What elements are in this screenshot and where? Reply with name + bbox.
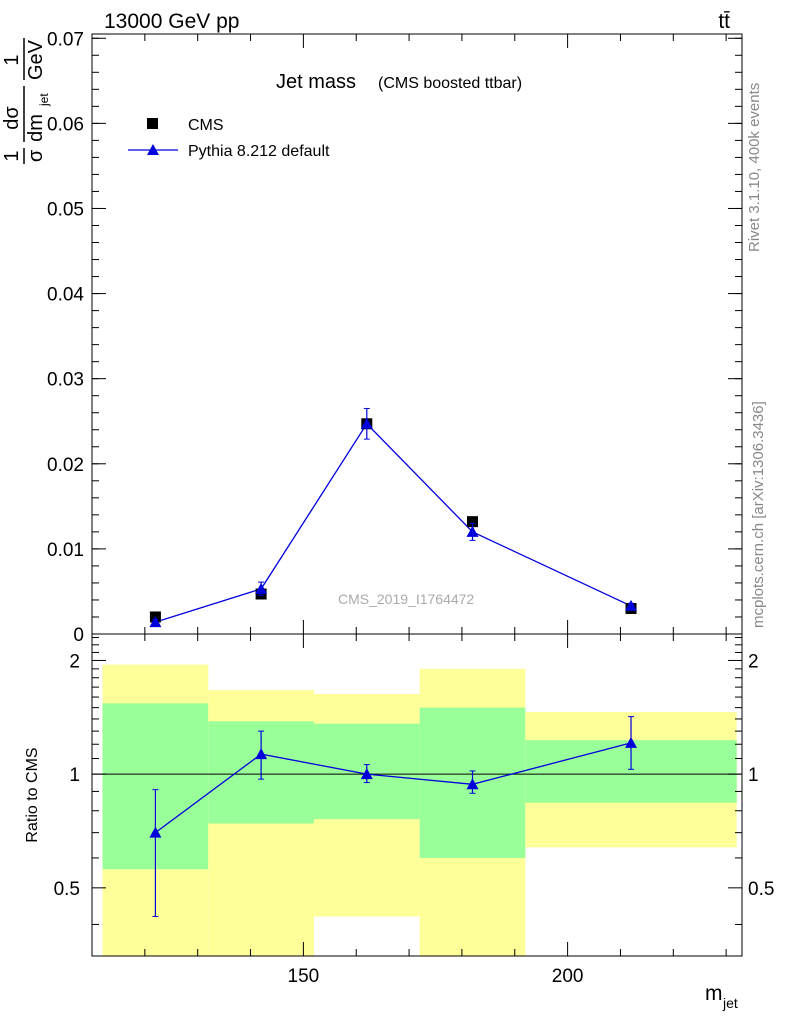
ylabel-dsigma: dσ	[1, 106, 23, 130]
pythia-marker	[255, 582, 268, 594]
main-ytick-label: 0.05	[47, 199, 84, 220]
ratio-pythia-marker	[466, 778, 479, 790]
pythia-marker	[149, 616, 162, 628]
ratio-pythia-marker	[255, 748, 268, 760]
analysis-watermark: CMS_2019_I1764472	[338, 591, 474, 607]
ratio-ytick-label: 0.5	[54, 879, 80, 900]
rivet-label: Rivet 3.1.10, 400k events	[746, 83, 763, 252]
main-ytick-label: 0.07	[47, 29, 84, 50]
site-label: mcplots.cern.ch [arXiv:1306.3436]	[750, 401, 767, 628]
chart-title: Jet mass	[276, 71, 356, 93]
energy-label: 13000 GeV pp	[104, 10, 239, 33]
ratio-frame	[91, 633, 743, 957]
pythia-marker	[360, 417, 373, 429]
ratio-plot-area	[92, 664, 742, 956]
ratio-pythia-marker	[149, 826, 162, 838]
ratio-ytick-label: 1	[69, 765, 80, 786]
main-ytick-label: 0.03	[47, 370, 84, 391]
main-ytick-label: 0.06	[47, 114, 84, 135]
main-x-axis	[91, 34, 727, 634]
main-ytick-label: 0.04	[47, 285, 84, 306]
ratio-pythia-marker	[360, 768, 373, 780]
legend-label-pythia: Pythia 8.212 default	[188, 143, 330, 160]
cms-marker	[466, 516, 478, 528]
ratio-y-label: Ratio to CMS	[24, 747, 41, 842]
ylabel-one: 1	[1, 150, 23, 161]
main-plot-area	[149, 407, 638, 628]
ratio-x-axis: 150 200	[91, 634, 727, 987]
legend-label-cms: CMS	[188, 117, 224, 134]
legend: CMS Pythia 8.212 default	[128, 117, 330, 160]
legend-marker-pythia	[147, 144, 159, 155]
ratio-ytick-label: 2	[69, 651, 80, 672]
ylabel-jet-sub: jet	[37, 93, 51, 107]
legend-marker-cms	[147, 118, 158, 129]
ratio-panel: 0.5 0.5 1 1 2 2 150 200 Ratio to CMS	[24, 633, 774, 987]
ratio-y-axis: 0.5 0.5 1 1 2 2	[54, 637, 774, 925]
ratio-ytick-label-right: 1	[748, 765, 759, 786]
xlabel-jet-sub: jet	[722, 995, 738, 1011]
x-axis-label: m jet	[705, 982, 738, 1011]
ylabel-sigma: σ	[25, 149, 47, 162]
main-ytick-label: 0	[73, 625, 84, 646]
ylabel-gev: GeV	[25, 39, 47, 80]
ylabel-dm: dm	[25, 114, 47, 142]
ratio-ytick-label-right: 0.5	[748, 879, 774, 900]
ratio-xtick-label: 150	[288, 966, 320, 987]
main-panel: 0 0.01 0.02 0.03 0.04 0.05 0.06 0.07 Jet mass (…	[1, 29, 743, 646]
pythia-marker	[466, 525, 479, 537]
y-axis-label: 1 σ dσ dm jet 1 GeV	[1, 38, 51, 164]
xlabel-m: m	[705, 982, 723, 1005]
ratio-ytick-label-right: 2	[748, 651, 759, 672]
ylabel-one-2: 1	[1, 54, 23, 65]
main-ytick-label: 0.02	[47, 455, 84, 476]
ratio-pythia-marker	[625, 736, 638, 748]
ratio-xtick-label: 200	[552, 966, 584, 987]
pythia-marker	[625, 599, 638, 611]
main-y-axis: 0 0.01 0.02 0.03 0.04 0.05 0.06 0.07	[47, 29, 742, 646]
main-ytick-label: 0.01	[47, 540, 84, 561]
process-label: tt̄	[718, 10, 730, 33]
chart-subtitle: (CMS boosted ttbar)	[378, 75, 522, 92]
